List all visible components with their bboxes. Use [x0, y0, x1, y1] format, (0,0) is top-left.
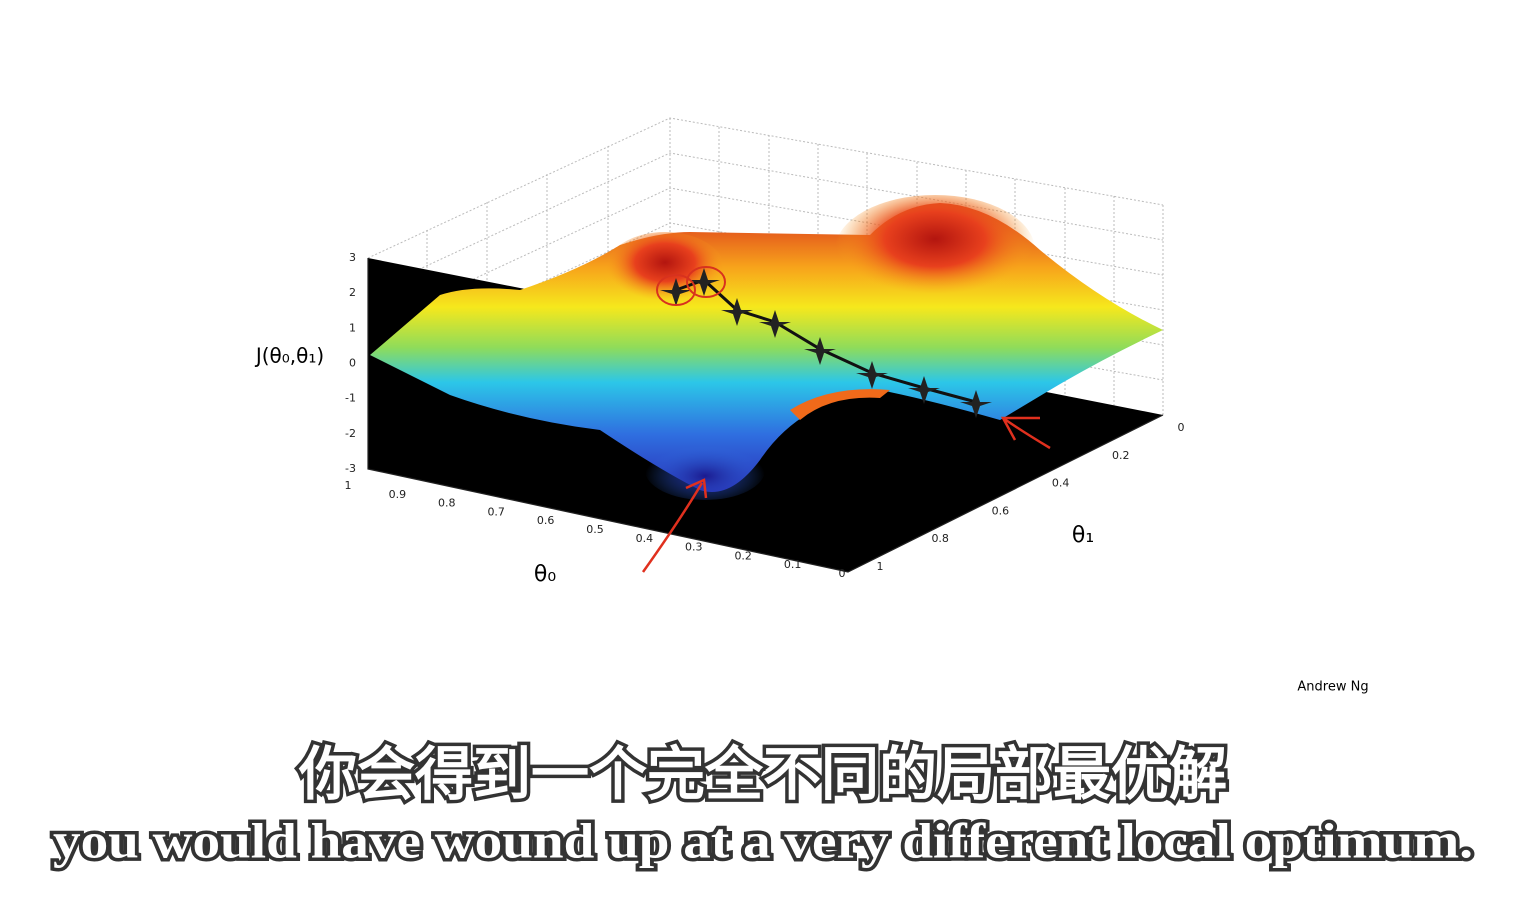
z-tick-label: 0	[349, 357, 356, 370]
y-tick-label: 0.2	[1112, 449, 1130, 462]
y-tick-label: 0.4	[1052, 477, 1070, 490]
x-tick-label: 0.6	[537, 514, 555, 527]
y-axis-label: θ₁	[1072, 523, 1094, 548]
surface	[370, 195, 1163, 500]
y-tick-label: 0	[1178, 421, 1185, 434]
x-tick-label: 0	[839, 567, 846, 580]
x-tick-label: 0.1	[784, 558, 802, 571]
x-tick-label: 0.5	[586, 523, 604, 536]
x-tick-label: 0.3	[685, 541, 703, 554]
subtitle-chinese: 你会得到一个完全不同的局部最优解	[298, 740, 1227, 808]
subtitle-english: you would have wound up at a very differ…	[53, 812, 1473, 868]
x-tick-label: 0.4	[636, 532, 654, 545]
x-tick-label: 0.9	[389, 488, 407, 501]
z-tick-label: 3	[349, 251, 356, 264]
x-tick-label: 0.7	[487, 505, 505, 518]
z-tick-label: -3	[345, 462, 356, 475]
z-tick-label: -2	[345, 427, 356, 440]
y-tick-label: 0.6	[992, 504, 1010, 517]
x-tick-label: 0.2	[734, 549, 752, 562]
descent-path	[656, 266, 992, 418]
z-axis-label: J(θ₀,θ₁)	[254, 344, 324, 368]
y-tick-label: 1	[877, 560, 884, 573]
author: Andrew Ng	[1297, 680, 1368, 695]
y-tick-label: 0.8	[931, 532, 949, 545]
x-axis-label: θ₀	[534, 562, 556, 587]
x-tick-label: 1	[345, 479, 352, 492]
annotation-arrows	[641, 416, 1051, 573]
z-tick-label: -1	[345, 392, 356, 405]
z-tick-label: 1	[349, 321, 356, 334]
z-tick-label: 2	[349, 286, 356, 299]
x-tick-label: 0.8	[438, 497, 456, 510]
